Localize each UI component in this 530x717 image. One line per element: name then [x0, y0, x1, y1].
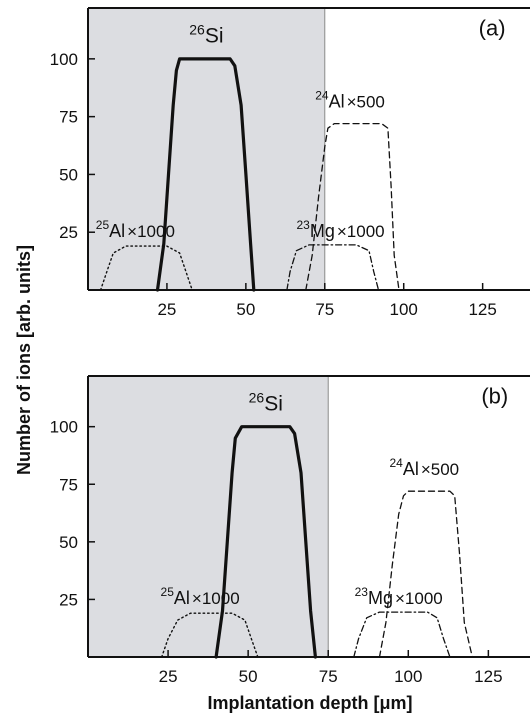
y-tick-label: 100: [50, 418, 78, 437]
series-line-al24: [305, 122, 400, 291]
x-tick-label: 75: [315, 300, 334, 319]
x-tick-label: 25: [157, 300, 176, 319]
shaded-region: [88, 8, 325, 290]
panel-label: (b): [481, 384, 508, 409]
series-label-si26: 26Si: [189, 22, 223, 48]
y-tick-label: 25: [59, 223, 78, 242]
x-tick-label: 50: [236, 300, 255, 319]
series-label-al25: 25Al ×1000: [161, 585, 240, 608]
y-tick-label: 75: [59, 475, 78, 494]
series-line-mg23: [286, 244, 380, 291]
series-line-al24: [378, 490, 473, 658]
x-tick-label: 100: [390, 300, 418, 319]
series-label-si26: 26Si: [249, 390, 283, 416]
x-tick-label: 125: [474, 667, 502, 686]
series-line-al25: [160, 612, 259, 658]
x-tick-label: 75: [319, 667, 338, 686]
y-tick-label: 50: [59, 533, 78, 552]
series-line-al25: [99, 245, 193, 291]
series-label-al24: 24Al ×500: [389, 456, 459, 479]
y-tick-label: 100: [50, 50, 78, 69]
x-tick-label: 100: [394, 667, 422, 686]
series-line-si26: [214, 425, 317, 659]
y-tick-label: 75: [59, 108, 78, 127]
series-label-al24: 24Al ×500: [315, 88, 385, 111]
series-line-mg23: [353, 611, 451, 658]
series-line-si26: [155, 57, 256, 292]
panel-a: 25 50 75 100 125 25 50 75 100 26Si 24Al ×500 23Mg ×10…: [50, 7, 530, 319]
series-label-mg23: 23Mg ×1000: [297, 218, 385, 241]
panel-label: (a): [479, 16, 506, 41]
series-label-al25: 25Al ×1000: [96, 218, 175, 241]
panel-b: 25 50 75 100 125 25 50 75 100 26Si 24Al ×500 23Mg ×10…: [50, 375, 530, 686]
x-axis-title: Implantation depth [μm]: [208, 693, 413, 713]
y-tick-label: 25: [59, 590, 78, 609]
y-tick-label: 50: [59, 165, 78, 184]
x-tick-label: 25: [159, 667, 178, 686]
shaded-region: [88, 376, 329, 657]
y-axis-title: Number of ions [arb. units]: [14, 245, 34, 475]
x-tick-label: 125: [468, 300, 496, 319]
series-label-mg23: 23Mg ×1000: [355, 585, 443, 608]
x-tick-label: 50: [239, 667, 258, 686]
